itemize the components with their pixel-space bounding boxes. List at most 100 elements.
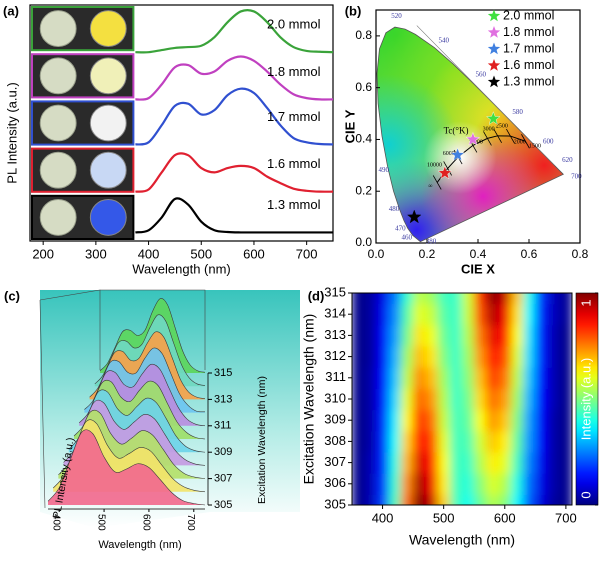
heatmap-cell — [449, 346, 463, 368]
heatmap-cell — [437, 293, 451, 305]
x-tick-label: 500 — [190, 246, 212, 261]
x-axis-label: Wavelength (nm) — [98, 539, 181, 551]
heatmap-cell — [510, 303, 524, 326]
heatmap-cell — [510, 388, 524, 411]
heatmap-cell — [364, 452, 377, 474]
heatmap-cell — [474, 367, 487, 389]
heatmap-cell — [559, 388, 572, 411]
heatmap-cell — [535, 452, 549, 474]
heatmap-cell — [376, 452, 390, 474]
heatmap-cell — [523, 430, 536, 453]
heatmap-cell — [523, 303, 536, 326]
heatmap-cell — [352, 346, 365, 368]
heatmap-cell — [364, 494, 377, 505]
photo-sample — [39, 10, 77, 48]
heatmap-cell — [486, 430, 500, 453]
heatmap-cell — [400, 303, 414, 326]
x-tick-label: 0.6 — [521, 247, 538, 261]
heatmap-cell — [364, 367, 377, 389]
heatmap-cell — [474, 324, 487, 347]
locus-label: 620 — [562, 156, 573, 164]
locus-label: 580 — [512, 108, 523, 116]
heatmap-cell — [437, 473, 451, 495]
heatmap-cell — [510, 367, 524, 389]
locus-label: 700 — [571, 173, 582, 181]
heatmap-cell — [510, 452, 524, 474]
y-tick-label: 312 — [324, 348, 346, 363]
heatmap-cell — [510, 346, 524, 368]
heatmap-cell — [364, 388, 377, 411]
heatmap-cell — [474, 494, 487, 505]
wireframe — [39, 289, 206, 509]
heatmap-cell — [498, 324, 512, 347]
photo-sample — [39, 151, 77, 189]
heatmap-cell — [462, 303, 475, 326]
heatmap-cell — [498, 293, 512, 305]
z-tick-label: 307 — [214, 473, 232, 485]
heatmap-cell — [474, 409, 487, 432]
heatmap-cell — [352, 430, 365, 453]
z-tick-label: 315 — [214, 367, 232, 379]
heatmap-cell — [486, 367, 500, 389]
locus-label: 540 — [438, 37, 449, 45]
heatmap-cell — [523, 409, 536, 432]
legend-label: 1.6 mmol — [503, 58, 554, 72]
spectrum-line — [135, 55, 334, 101]
heatmap-cell — [376, 409, 390, 432]
heatmap-cell — [498, 346, 512, 368]
cct-label: ∞ — [428, 183, 432, 189]
heatmap-cell — [547, 452, 561, 474]
planckian-locus — [436, 135, 526, 183]
heatmap-cell — [425, 430, 439, 453]
heatmap-cell — [486, 346, 500, 368]
legend-label: 1.7 mmol — [503, 41, 554, 55]
heatmap-cell — [425, 303, 439, 326]
heatmap-cell — [437, 430, 451, 453]
heatmap-cell — [388, 494, 402, 505]
locus-label: 380 — [426, 237, 437, 245]
heatmap-cell — [547, 430, 561, 453]
heatmap-cell — [486, 303, 500, 326]
x-tick-label: 500 — [95, 514, 106, 531]
cct-tick — [521, 134, 530, 149]
y-axis-label: Excitation Wavelength (nm) — [301, 314, 317, 485]
heatmap-cell — [413, 293, 426, 305]
x-tick-label: 500 — [433, 510, 455, 525]
locus-label: 470 — [395, 224, 406, 232]
heatmap-cell — [523, 293, 536, 305]
z-tick-label: 309 — [214, 446, 232, 458]
heatmap-cell — [559, 494, 572, 505]
heatmap-cell — [486, 409, 500, 432]
y-tick-label: 307 — [324, 454, 346, 469]
panel-label: (a) — [3, 3, 19, 18]
panel-label: (c) — [4, 288, 20, 303]
heatmap-cell — [523, 494, 536, 505]
heatmap-cell — [388, 409, 402, 432]
heatmap-cell — [388, 324, 402, 347]
legend-marker — [487, 9, 501, 22]
spectrum-line — [135, 197, 333, 234]
heatmap-cell — [474, 346, 487, 368]
heatmap-cell — [535, 409, 549, 432]
x-tick-label: 300 — [85, 246, 107, 261]
heatmap-cell — [462, 494, 475, 505]
heatmap-cell — [364, 430, 377, 453]
z-tick-label: 311 — [214, 420, 232, 432]
heatmap-cell — [388, 430, 402, 453]
heatmap-cell — [449, 430, 463, 453]
heatmap-cell — [535, 346, 549, 368]
x-tick-label: 0.8 — [572, 247, 589, 261]
heatmap-cell — [437, 324, 451, 347]
heatmap-cell — [559, 303, 572, 326]
heatmap-cell — [510, 293, 524, 305]
heatmap-cell — [352, 303, 365, 326]
cct-tick — [483, 131, 492, 146]
heatmap-cell — [425, 494, 439, 505]
heatmap — [352, 293, 572, 505]
cct-label: 6000 — [443, 151, 455, 157]
cct-label: 2500 — [496, 123, 508, 129]
panel-label: (d) — [308, 288, 325, 303]
spectrum-line — [94, 314, 206, 386]
heatmap-cell — [498, 452, 512, 474]
heatmap-cell — [364, 409, 377, 432]
